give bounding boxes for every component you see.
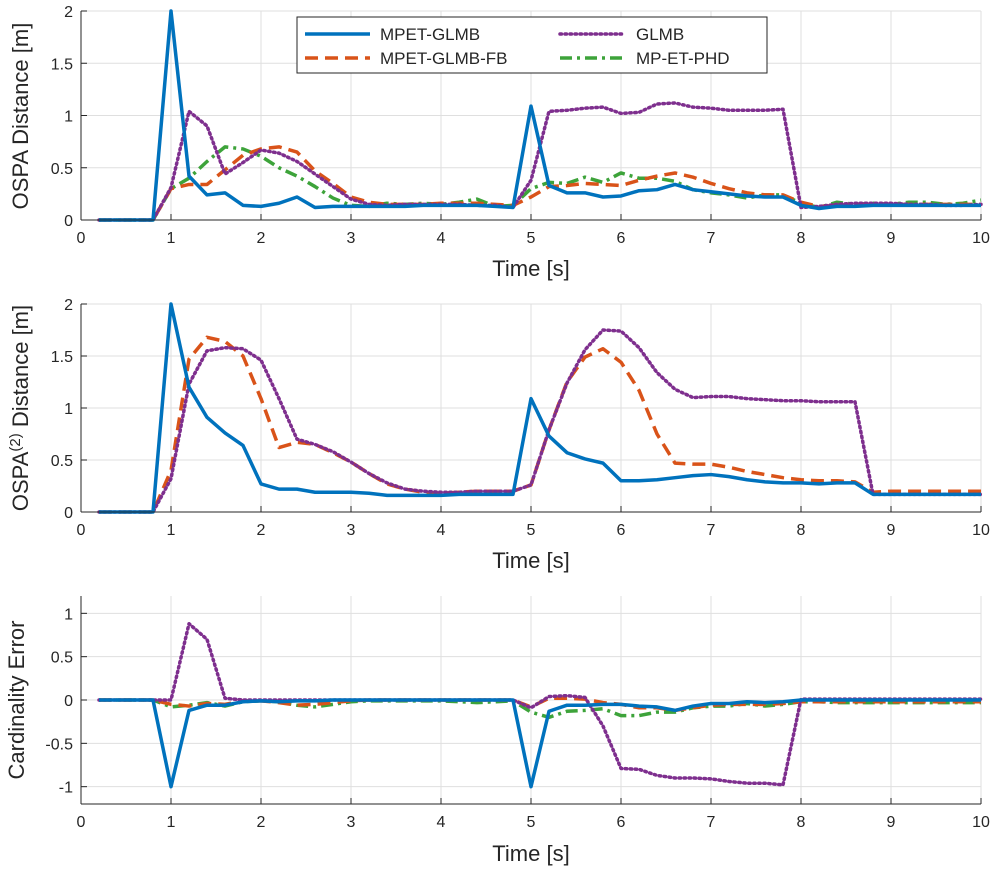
ospa2-x-tick-label-10: 10 xyxy=(972,522,990,539)
ospa-series-mpet-glmb xyxy=(99,9,981,222)
ospa-y-tick-label-1: 0.5 xyxy=(51,161,73,178)
ospa2-series-mpet-glmb-fb xyxy=(99,335,981,514)
ospa2-y-axis-label: OSPA(2) Distance [m] xyxy=(7,305,33,511)
ospa-x-tick-label-1: 1 xyxy=(167,230,176,247)
legend: MPET-GLMB GLMB MPET-GLMB-FB MP-ET-PHD xyxy=(296,16,768,74)
legend-label-glmb: GLMB xyxy=(636,25,684,44)
cardinality-x-tick-label-5: 5 xyxy=(527,814,536,831)
cardinality-x-tick-label-2: 2 xyxy=(257,814,266,831)
ospa-series-mpet-glmb-fb xyxy=(99,145,981,222)
legend-box xyxy=(296,16,768,74)
cardinality-panel: 0 1 2 3 4 5 6 7 8 9 10 -1 -0.5 0 0.5 1 Time [s] Cardina… xyxy=(4,596,990,866)
cardinality-series xyxy=(97,621,983,789)
cardinality-x-tick-label-8: 8 xyxy=(797,814,806,831)
cardinality-x-tick-label-4: 4 xyxy=(437,814,446,831)
ospa-y-axis-label: OSPA Distance [m] xyxy=(8,23,33,210)
ospa-x-tick-label-8: 8 xyxy=(797,230,806,247)
ospa2-x-axis-label: Time [s] xyxy=(492,548,569,573)
ospa-x-axis-label: Time [s] xyxy=(492,256,569,281)
cardinality-y-tick-label-2: 0 xyxy=(64,693,73,710)
cardinality-axes: 0 1 2 3 4 5 6 7 8 9 10 -1 -0.5 0 0.5 1 xyxy=(45,596,990,831)
cardinality-x-axis-label: Time [s] xyxy=(492,841,569,866)
ospa-y-tick-label-0: 0 xyxy=(64,213,73,230)
legend-label-mp-et-phd: MP-ET-PHD xyxy=(636,49,730,68)
ospa2-axes: 0 1 2 3 4 5 6 7 8 9 10 0 0.5 1 1.5 2 xyxy=(51,297,990,539)
ospa2-x-tick-label-0: 0 xyxy=(77,522,86,539)
ospa-y-tick-label-2: 1 xyxy=(64,109,73,126)
ospa2-series-mpet-glmb xyxy=(99,302,981,514)
cardinality-x-tick-label-7: 7 xyxy=(707,814,716,831)
ospa2-x-tick-label-3: 3 xyxy=(347,522,356,539)
ospa-x-tick-label-10: 10 xyxy=(972,230,990,247)
ospa2-series xyxy=(97,302,983,514)
ospa2-y-label-pre: OSPA xyxy=(8,451,33,511)
ospa2-y-label-sup: (2) xyxy=(7,433,24,451)
cardinality-x-tick-label-0: 0 xyxy=(77,814,86,831)
ospa-panel: 0 1 2 3 4 5 6 7 8 9 10 0 0.5 1 1.5 2 Time [s] OSPA Dist… xyxy=(8,4,990,281)
ospa2-x-tick-label-2: 2 xyxy=(257,522,266,539)
ospa2-y-label-post: Distance [m] xyxy=(8,305,33,433)
ospa-x-tick-label-9: 9 xyxy=(887,230,896,247)
legend-label-mpet-glmb-fb: MPET-GLMB-FB xyxy=(380,49,508,68)
ospa2-y-tick-label-2: 1 xyxy=(64,401,73,418)
legend-entry-mpet-glmb: MPET-GLMB xyxy=(305,25,480,44)
ospa2-x-tick-label-8: 8 xyxy=(797,522,806,539)
ospa-series xyxy=(97,9,983,222)
cardinality-y-axis-label: Cardinality Error xyxy=(4,621,29,780)
ospa2-series-glmb xyxy=(97,328,983,514)
ospa-series-mp-et-phd xyxy=(99,145,982,222)
ospa2-x-tick-label-9: 9 xyxy=(887,522,896,539)
ospa2-x-tick-label-1: 1 xyxy=(167,522,176,539)
legend-entry-mp-et-phd: MP-ET-PHD xyxy=(560,49,730,68)
ospa-x-tick-label-3: 3 xyxy=(347,230,356,247)
cardinality-y-tick-label-0: -1 xyxy=(59,780,73,797)
cardinality-series-mpet-glmb xyxy=(99,698,981,789)
ospa-y-tick-label-3: 1.5 xyxy=(51,56,73,73)
ospa2-x-tick-label-7: 7 xyxy=(707,522,716,539)
ospa-x-tick-label-0: 0 xyxy=(77,230,86,247)
ospa-x-tick-label-6: 6 xyxy=(617,230,626,247)
cardinality-x-tick-label-6: 6 xyxy=(617,814,626,831)
ospa2-y-tick-label-3: 1.5 xyxy=(51,349,73,366)
legend-entry-glmb: GLMB xyxy=(558,25,684,44)
cardinality-y-tick-label-4: 1 xyxy=(64,606,73,623)
ospa2-y-tick-label-4: 2 xyxy=(64,297,73,314)
ospa-y-tick-label-4: 2 xyxy=(64,4,73,21)
cardinality-x-tick-label-10: 10 xyxy=(972,814,990,831)
legend-entry-mpet-glmb-fb: MPET-GLMB-FB xyxy=(305,49,508,68)
ospa-x-tick-label-5: 5 xyxy=(527,230,536,247)
cardinality-x-tick-label-9: 9 xyxy=(887,814,896,831)
ospa2-x-tick-label-6: 6 xyxy=(617,522,626,539)
cardinality-x-tick-label-1: 1 xyxy=(167,814,176,831)
ospa-x-tick-label-7: 7 xyxy=(707,230,716,247)
legend-label-mpet-glmb: MPET-GLMB xyxy=(380,25,480,44)
cardinality-y-tick-label-3: 0.5 xyxy=(51,650,73,667)
ospa2-x-tick-label-5: 5 xyxy=(527,522,536,539)
cardinality-x-tick-label-3: 3 xyxy=(347,814,356,831)
ospa2-y-tick-label-1: 0.5 xyxy=(51,453,73,470)
ospa-x-tick-label-2: 2 xyxy=(257,230,266,247)
ospa2-panel: 0 1 2 3 4 5 6 7 8 9 10 0 0.5 1 1.5 2 Time [s] OSPA(2) D… xyxy=(7,297,990,573)
ospa-axes: 0 1 2 3 4 5 6 7 8 9 10 0 0.5 1 1.5 2 xyxy=(51,4,990,247)
ospa2-x-tick-label-4: 4 xyxy=(437,522,446,539)
cardinality-y-tick-label-1: -0.5 xyxy=(45,736,73,753)
ospa2-y-tick-label-0: 0 xyxy=(64,505,73,522)
ospa-x-tick-label-4: 4 xyxy=(437,230,446,247)
